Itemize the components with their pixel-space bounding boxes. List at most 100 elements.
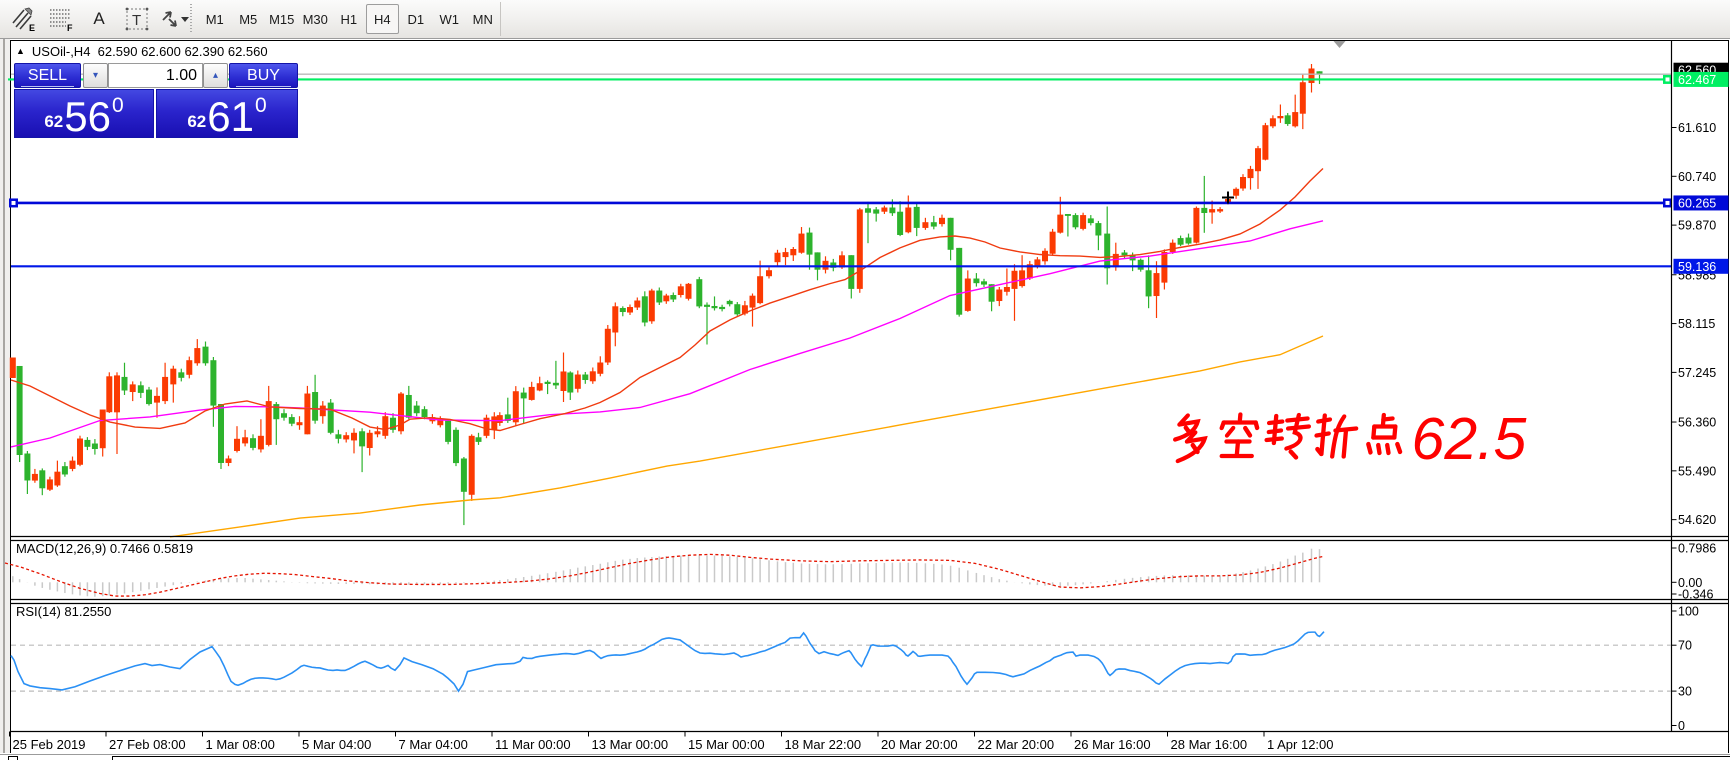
toolbar-end-separator [500,2,501,36]
hline-price-label: 60.265 [1678,196,1716,210]
candle-bull [31,473,38,481]
sell-price-pip: 0 [111,94,124,117]
candle-bear [848,255,855,289]
candle-bull [749,295,756,308]
candle-bull [114,375,120,413]
date-tick-label: 7 Mar 04:00 [399,737,468,752]
buy-price-big: 61 [207,92,254,140]
macd-axis-label: -0.346 [1678,588,1713,602]
candle-bull [881,207,888,212]
candle-bear [567,372,574,393]
ma-mid-line [10,220,1324,448]
candle-bear [421,409,428,418]
window-splitter[interactable] [3,39,5,760]
text-label-tool-icon[interactable]: A [93,9,105,28]
candle-bear [137,385,144,393]
candle-bull [1308,68,1315,84]
volume-decrease-button[interactable]: ▾ [83,63,108,88]
ohlc-close: 62.560 [227,44,268,59]
timeframe-H4[interactable]: H4 [365,4,399,34]
candle-bear [1185,237,1192,244]
fibonacci-tool-icon[interactable]: F [46,5,76,33]
hline-handle-center [1665,77,1670,82]
text-box-tool-icon[interactable]: T [122,5,152,33]
candle-bull [766,270,772,277]
candle-bull [663,295,670,302]
timeframe-D1[interactable]: D1 [407,11,425,27]
candle-bear [806,232,813,255]
timeframe-MN[interactable]: MN [472,11,493,27]
sell-button[interactable]: SELL [14,63,81,88]
candle-bull [483,417,490,436]
candle-bull [296,422,303,426]
price-tick-label: 59.870 [1678,219,1716,233]
candle-bull [627,307,633,313]
candle-bear [656,290,663,303]
sell-price-display[interactable]: 62 56 0 [14,89,154,138]
candle-bull [1247,168,1254,179]
sell-price-major: 62 [44,112,64,131]
svg-text:E: E [29,23,35,32]
candle-bear [413,405,420,414]
volume-input[interactable] [108,63,203,88]
hline-handle-center [11,200,16,205]
buy-price-display[interactable]: 62 61 0 [156,89,298,138]
candle-bull [1042,250,1048,262]
annotation-text[interactable] [1173,412,1403,464]
candle-bear [734,304,741,315]
candle-bull [398,393,404,432]
channel-tool-icon[interactable]: E [8,5,38,33]
date-tick-label: 20 Mar 20:00 [881,737,958,752]
candle-bull [1026,264,1033,279]
candle-bear [1064,214,1071,216]
timeframe-M5[interactable]: M5 [239,11,258,27]
candle-bull [1049,231,1056,254]
candle-bull [1255,148,1261,172]
annotation-digits[interactable]: 62.5 [1412,406,1527,472]
arrows-tool-icon[interactable] [158,5,192,33]
candle-bull [774,252,781,263]
ma-fast-line [10,168,1324,432]
candle-bear [704,304,710,307]
candle-bear [913,206,920,228]
candle-bull [319,405,326,417]
candle-bear [288,417,295,424]
macd-axis-label: 0.00 [1678,576,1702,590]
candle-bull [257,435,264,450]
macd-axis-label: 0.7986 [1678,542,1716,556]
ohlc-low: 62.390 [184,44,225,59]
candle-bull [741,305,748,314]
candle-bull [939,217,945,225]
candle-bear [281,413,287,418]
left-gutter [0,39,10,760]
price-tick-label: 56.360 [1678,416,1716,430]
candle-bull [46,479,53,490]
candle-bull [536,383,543,391]
date-tick-label: 28 Mar 16:00 [1171,737,1248,752]
sell-price-big: 56 [64,92,111,140]
date-tick-label: 25 Feb 2019 [13,737,86,752]
candle-bear [1201,207,1208,213]
candle-bear [475,437,482,442]
rsi-axis-label: 0 [1678,719,1685,733]
candle-bear [981,281,987,285]
candle-bear [405,394,412,418]
chart-shift-marker[interactable] [1333,41,1346,48]
date-tick-label: 5 Mar 04:00 [302,737,371,752]
buy-button[interactable]: BUY [229,63,298,88]
date-tick-label: 27 Feb 08:00 [109,737,186,752]
candle-bull [798,233,805,253]
timeframe-W1[interactable]: W1 [439,11,460,27]
timeframe-M1[interactable]: M1 [205,11,224,27]
chart-ohlc-header: ▲ USOil-,H4 62.590 62.600 62.390 62.560 [16,44,268,59]
timeframe-M15[interactable]: M15 [269,11,295,27]
collapse-arrow-icon[interactable]: ▲ [16,46,25,56]
candle-bear [1145,270,1152,297]
timeframe-H1[interactable]: H1 [340,11,358,27]
symbol-label: USOil-,H4 [31,44,91,59]
candle-bull [839,255,845,268]
volume-increase-button[interactable]: ▴ [203,63,228,88]
timeframe-M30[interactable]: M30 [302,11,328,27]
